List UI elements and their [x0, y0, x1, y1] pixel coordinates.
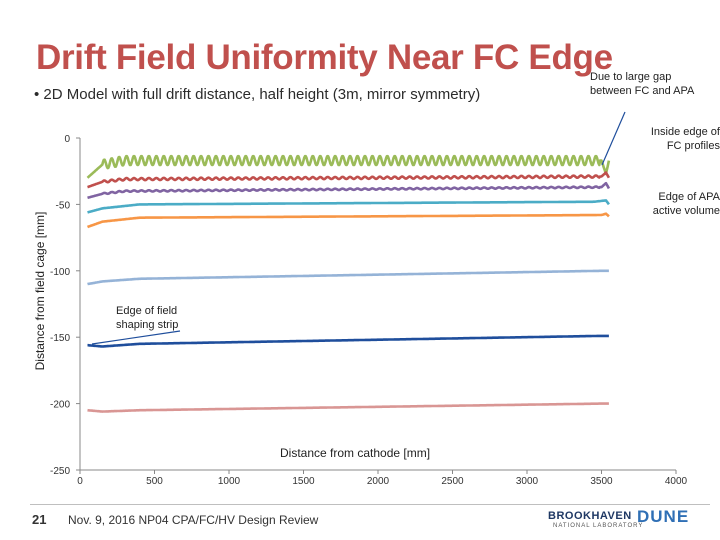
series-line-2: [86, 171, 611, 189]
x-tick-label: 4000: [665, 476, 688, 487]
series-line-7: [86, 334, 610, 348]
slide-bullet: • 2D Model with full drift distance, hal…: [34, 86, 481, 103]
series-line-8: [86, 402, 610, 413]
x-tick-label: 500: [146, 476, 163, 487]
strip-pointer: [91, 330, 181, 345]
series-line-6: [86, 269, 610, 286]
x-tick-label: 2000: [367, 476, 390, 487]
y-tick-label: -100: [50, 267, 70, 278]
x-tick-label: 1500: [292, 476, 315, 487]
y-tick-label: -200: [50, 400, 70, 411]
annotation-fc-profiles: Inside edge of FC profiles: [650, 126, 720, 152]
x-tick-label: 3000: [516, 476, 539, 487]
y-tick-label: -250: [50, 466, 70, 477]
brookhaven-logo: BROOKHAVEN: [548, 510, 632, 522]
y-tick-label: -50: [56, 200, 71, 211]
x-tick-label: 3500: [590, 476, 613, 487]
page-number: 21: [32, 512, 47, 527]
series-line-3: [86, 181, 611, 200]
footer-divider: [30, 504, 710, 505]
y-tick-label: 0: [64, 134, 70, 145]
x-tick-label: 0: [77, 476, 83, 487]
slide-title: Drift Field Uniformity Near FC Edge: [36, 38, 613, 77]
dune-logo: DUNE: [637, 507, 690, 526]
series-line-1: [86, 154, 611, 179]
annotation-strip: Edge of field shaping strip: [116, 305, 179, 331]
gap-pointer: [601, 111, 626, 166]
x-axis-label: Distance from cathode [mm]: [280, 446, 431, 460]
annotation-gap: Due to large gap between FC and APA: [590, 71, 695, 97]
annotation-apa: Edge of APA active volume: [652, 191, 720, 217]
footer-text: Nov. 9, 2016 NP04 CPA/FC/HV Design Revie…: [68, 513, 319, 527]
series-line-4: [86, 199, 610, 214]
x-tick-label: 1000: [218, 476, 241, 487]
x-tick-label: 2500: [441, 476, 464, 487]
brookhaven-logo-sub: NATIONAL LABORATORY: [553, 523, 644, 529]
y-tick-label: -150: [50, 333, 70, 344]
series-line-5: [86, 212, 610, 229]
